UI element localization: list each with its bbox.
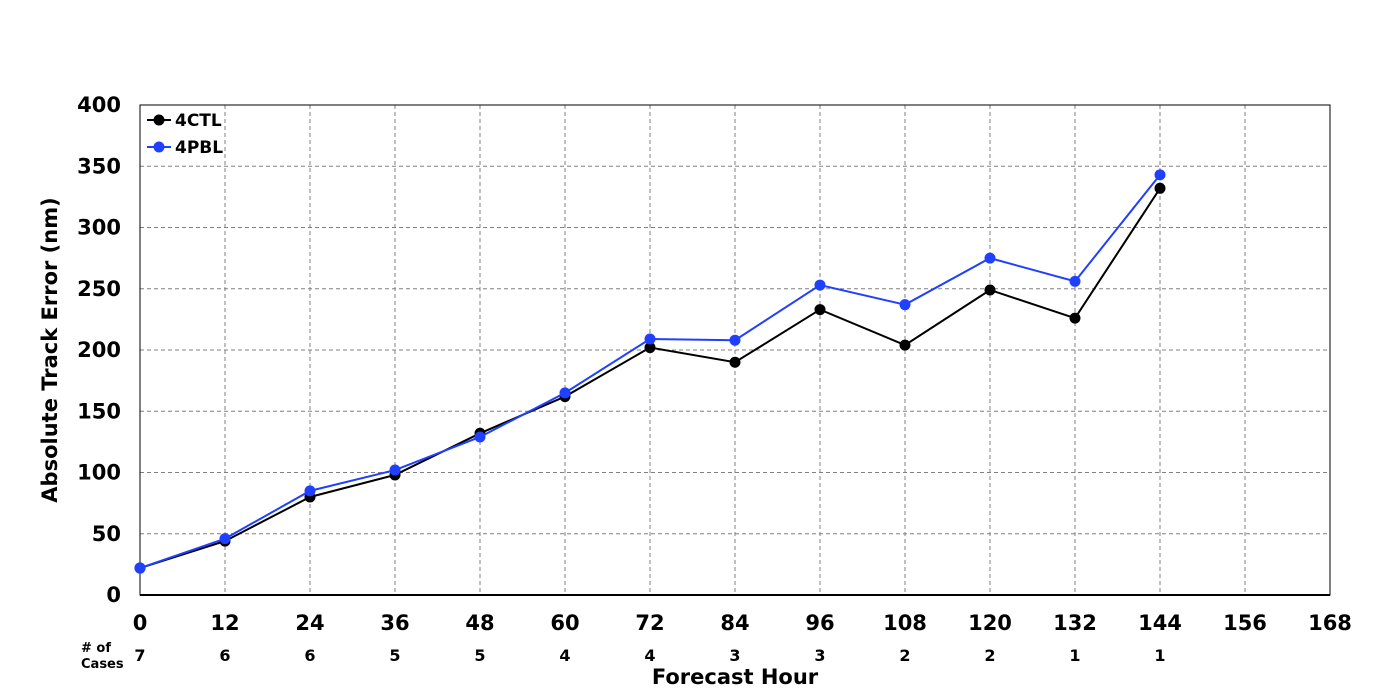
x-axis-label: Forecast Hour — [652, 665, 819, 689]
data-point — [729, 356, 741, 368]
cases-count: 1 — [1069, 646, 1080, 665]
data-point — [474, 431, 486, 443]
legend-item: 4CTL — [147, 111, 222, 131]
x-tick-label: 36 — [380, 611, 409, 635]
data-point — [559, 387, 571, 399]
x-tick-label: 84 — [720, 611, 749, 635]
series-4PBL — [134, 169, 1166, 574]
data-point — [1154, 169, 1166, 181]
data-point — [984, 252, 996, 264]
x-tick-label: 132 — [1053, 611, 1097, 635]
y-tick-label: 400 — [77, 93, 121, 117]
data-point — [644, 342, 656, 354]
y-tick-label: 200 — [77, 338, 121, 362]
data-point — [389, 464, 401, 476]
x-tick-label: 60 — [550, 611, 579, 635]
cases-count: 2 — [984, 646, 995, 665]
y-tick-label: 50 — [92, 522, 121, 546]
series-layer — [134, 169, 1166, 574]
x-tick-label: 168 — [1308, 611, 1352, 635]
cases-count: 3 — [729, 646, 740, 665]
legend-marker — [153, 114, 165, 126]
data-point — [899, 299, 911, 311]
cases-count: 3 — [814, 646, 825, 665]
y-tick-label: 150 — [77, 399, 121, 423]
cases-count: 5 — [474, 646, 485, 665]
x-tick-label: 96 — [805, 611, 834, 635]
cases-count: 7 — [134, 646, 145, 665]
cases-count: 1 — [1154, 646, 1165, 665]
y-tick-label: 100 — [77, 461, 121, 485]
x-tick-label: 24 — [295, 611, 324, 635]
data-point — [814, 304, 826, 316]
cases-count: 6 — [219, 646, 230, 665]
legend-label: 4CTL — [175, 111, 222, 131]
cases-label-line2: Cases — [81, 657, 124, 672]
y-tick-label: 250 — [77, 277, 121, 301]
x-tick-label: 72 — [635, 611, 664, 635]
cases-count: 6 — [304, 646, 315, 665]
data-point — [219, 533, 231, 545]
y-tick-label: 300 — [77, 216, 121, 240]
data-point — [984, 284, 996, 296]
cases-row: # of Cases 7 6 6 5 5 4 4 3 3 2 2 1 1 — [81, 641, 1166, 672]
data-point — [899, 339, 911, 351]
cases-label-line1: # of — [81, 641, 111, 656]
y-axis-label: Absolute Track Error (nm) — [38, 197, 62, 502]
x-tick-label: 0 — [133, 611, 148, 635]
legend-marker — [153, 141, 165, 153]
x-tick-label: 144 — [1138, 611, 1182, 635]
x-tick-label: 48 — [465, 611, 494, 635]
legend-item: 4PBL — [147, 138, 223, 158]
legend-label: 4PBL — [175, 138, 223, 158]
data-point — [729, 334, 741, 346]
cases-count: 2 — [899, 646, 910, 665]
data-point — [1069, 312, 1081, 324]
data-point — [1154, 182, 1166, 194]
cases-count: 4 — [559, 646, 570, 665]
tick-labels: 0 12 24 36 48 60 72 84 96 108 120 132 144 156 168 0 50 10… — [77, 93, 1352, 635]
x-tick-label: 12 — [210, 611, 239, 635]
x-tick-label: 120 — [968, 611, 1012, 635]
y-tick-label: 0 — [106, 583, 121, 607]
data-point — [644, 333, 656, 345]
gridlines — [140, 105, 1330, 595]
x-tick-label: 156 — [1223, 611, 1267, 635]
data-point — [814, 279, 826, 291]
data-point — [134, 562, 146, 574]
x-tick-label: 108 — [883, 611, 927, 635]
y-tick-label: 350 — [77, 154, 121, 178]
cases-count: 4 — [644, 646, 655, 665]
axes — [139, 104, 1331, 596]
data-point — [1069, 275, 1081, 287]
cases-count: 5 — [389, 646, 400, 665]
data-point — [304, 485, 316, 497]
legend: 4CTL 4PBL — [147, 111, 223, 158]
